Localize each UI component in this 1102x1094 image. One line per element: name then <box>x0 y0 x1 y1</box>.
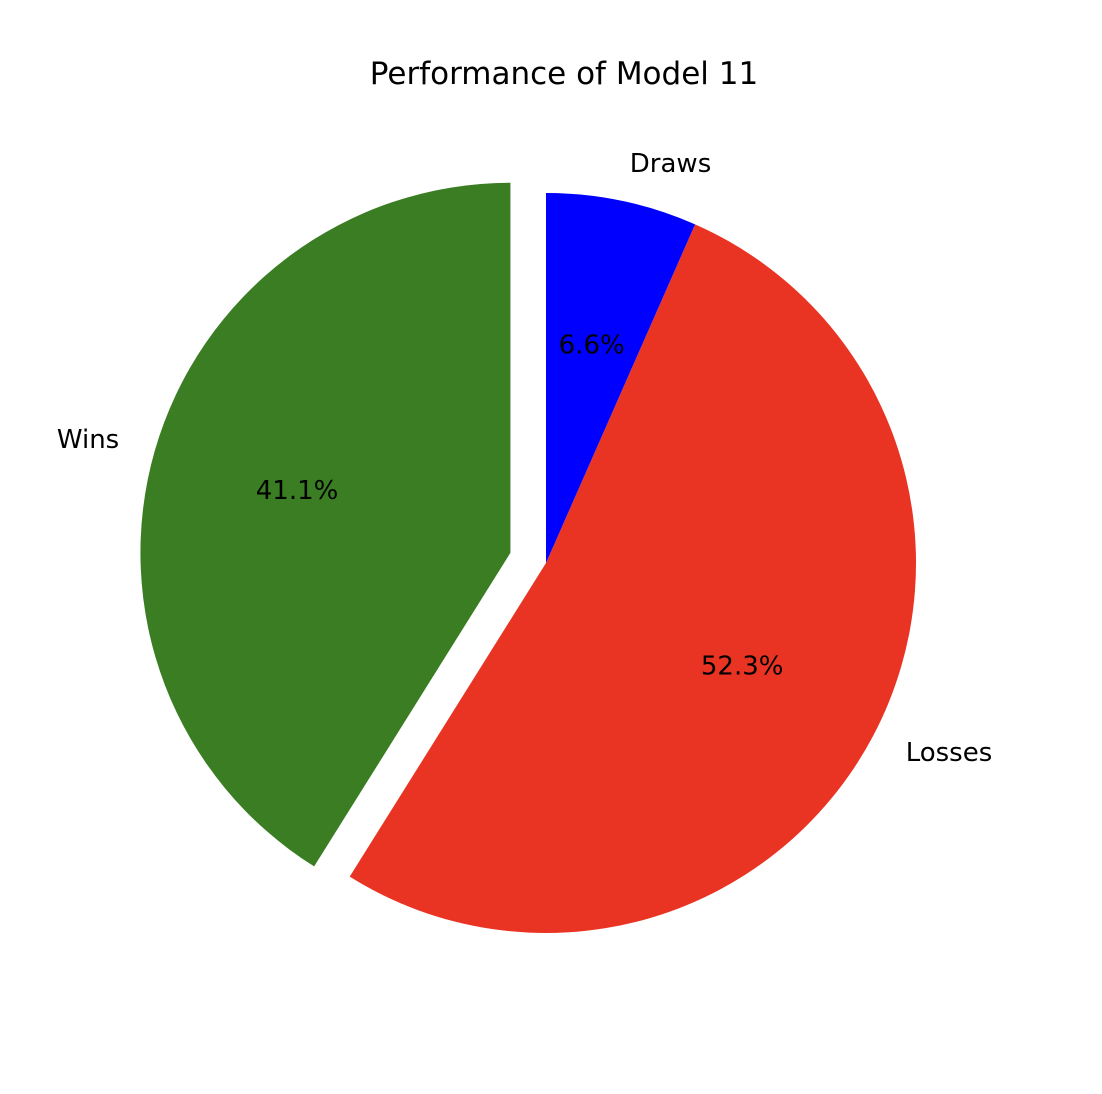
pie-slice-losses <box>349 224 916 934</box>
chart-title: Performance of Model 11 <box>370 56 758 92</box>
pie-slices <box>140 182 916 934</box>
pie-slice-draws <box>546 193 696 563</box>
slice-percent-losses: 52.3% <box>701 651 784 681</box>
pie-labels: Wins 41.1% Losses 52.3% Draws 6.6% <box>57 149 992 768</box>
slice-percent-draws: 6.6% <box>559 330 625 360</box>
slice-percent-wins: 41.1% <box>256 476 339 506</box>
slice-label-draws: Draws <box>630 149 711 179</box>
pie-slice-wins <box>140 182 511 867</box>
slice-label-wins: Wins <box>57 425 119 455</box>
slice-label-losses: Losses <box>906 738 993 768</box>
